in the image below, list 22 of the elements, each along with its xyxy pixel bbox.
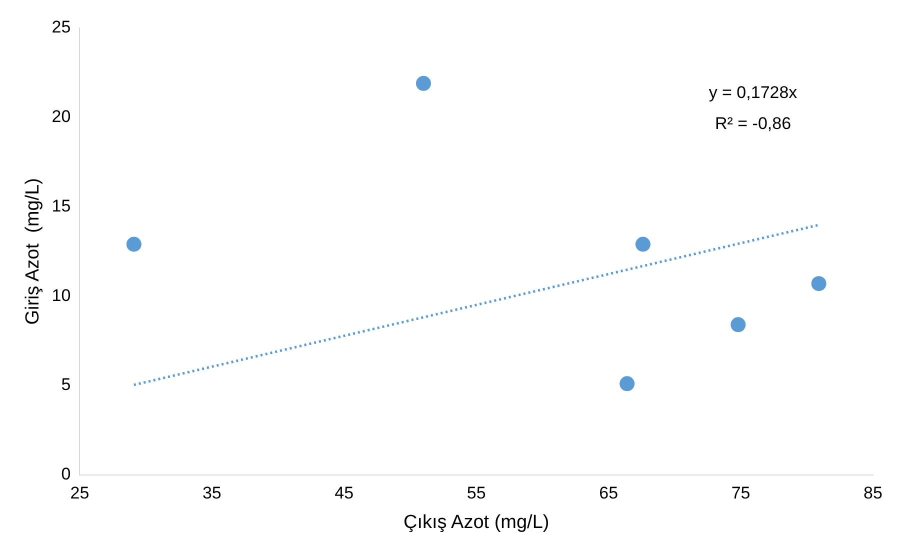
- x-axis-title: Çıkış Azot (mg/L): [404, 512, 550, 533]
- x-tick-label: 65: [599, 484, 618, 503]
- point: [416, 76, 431, 91]
- y-tick-label: 25: [52, 18, 71, 37]
- x-tick-label: 85: [864, 484, 882, 503]
- y-tick-label: 15: [52, 196, 71, 216]
- annotation: R² = -0,86: [714, 114, 792, 133]
- annotation: y = 0,1728x: [708, 83, 798, 102]
- point: [126, 236, 142, 252]
- y-tick-label: 0: [61, 464, 71, 484]
- x-tick-label: 75: [731, 484, 750, 503]
- y-tick-label: 5: [61, 375, 71, 394]
- point: [730, 317, 746, 332]
- x-tick-label: 35: [202, 484, 222, 503]
- y-tick-label: 20: [52, 107, 71, 126]
- point: [811, 276, 826, 292]
- point: [620, 376, 635, 392]
- y-axis-title: Giriş Azot (mg/L): [22, 178, 44, 325]
- x-tick-label: 55: [466, 484, 486, 503]
- y-tick-label: 10: [52, 286, 71, 305]
- x-tick-label: 45: [334, 484, 354, 503]
- point: [635, 236, 650, 252]
